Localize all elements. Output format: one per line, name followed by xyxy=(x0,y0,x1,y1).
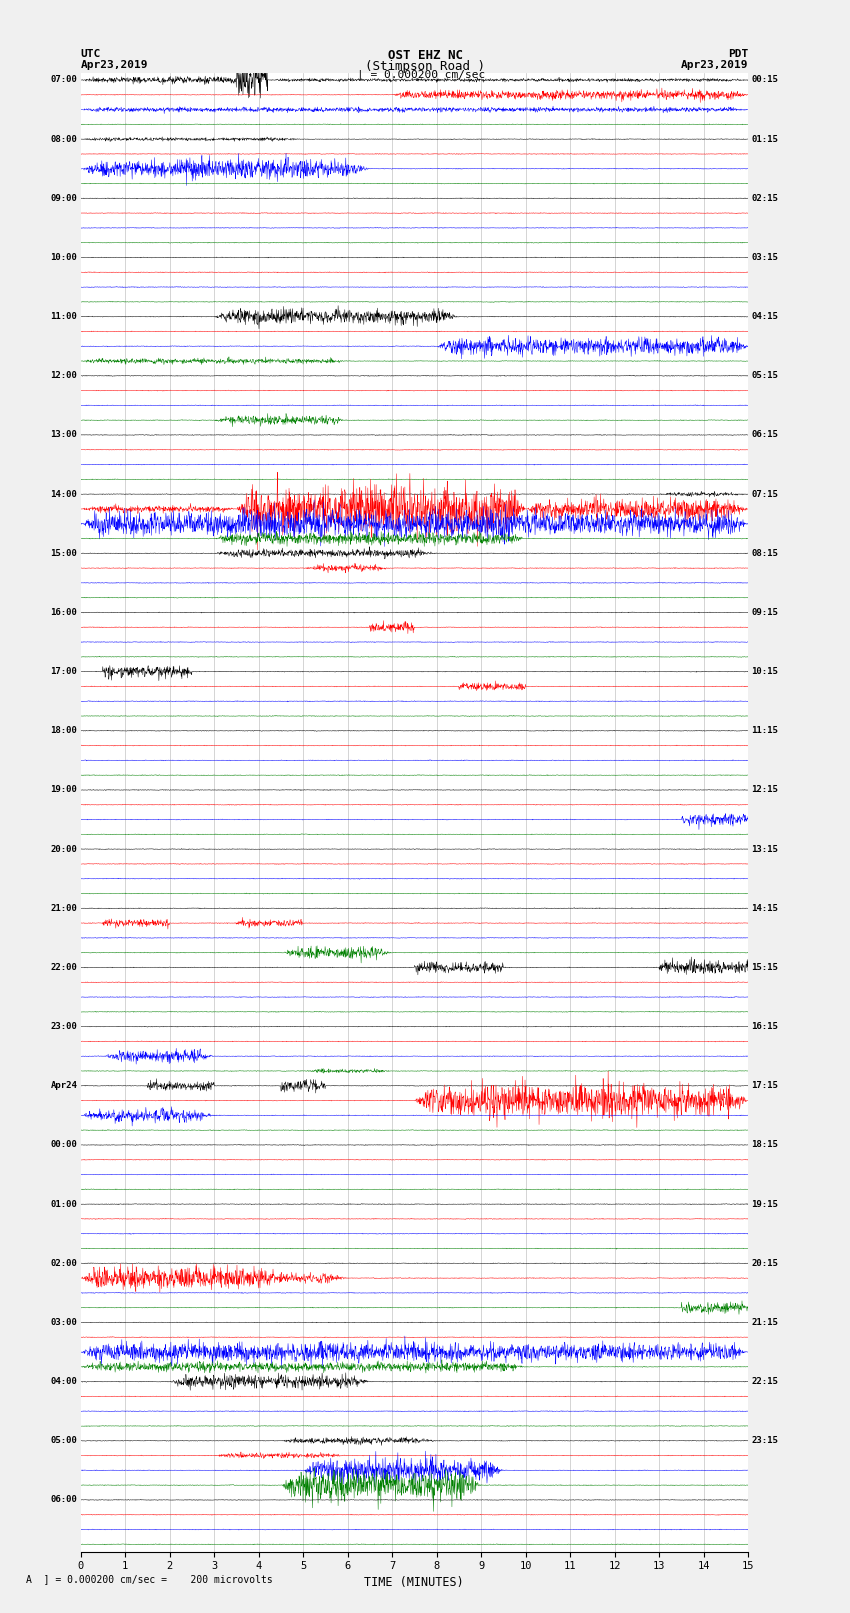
Text: Apr23,2019: Apr23,2019 xyxy=(681,60,748,69)
Text: 05:15: 05:15 xyxy=(751,371,779,381)
Text: 19:15: 19:15 xyxy=(751,1200,779,1208)
Text: 23:00: 23:00 xyxy=(50,1023,77,1031)
Text: 21:15: 21:15 xyxy=(751,1318,779,1327)
Text: 23:15: 23:15 xyxy=(751,1436,779,1445)
Text: Apr24: Apr24 xyxy=(50,1081,77,1090)
Text: 18:15: 18:15 xyxy=(751,1140,779,1150)
Text: PDT: PDT xyxy=(728,50,748,60)
Text: (Stimpson Road ): (Stimpson Road ) xyxy=(365,60,485,73)
Text: 20:15: 20:15 xyxy=(751,1258,779,1268)
Text: 01:15: 01:15 xyxy=(751,134,779,144)
Text: 00:15: 00:15 xyxy=(751,76,779,84)
Text: | = 0.000200 cm/sec: | = 0.000200 cm/sec xyxy=(357,69,484,81)
Text: 16:15: 16:15 xyxy=(751,1023,779,1031)
Text: 03:00: 03:00 xyxy=(50,1318,77,1327)
Text: 09:00: 09:00 xyxy=(50,194,77,203)
Text: 12:15: 12:15 xyxy=(751,786,779,795)
Text: 08:00: 08:00 xyxy=(50,134,77,144)
Text: 15:15: 15:15 xyxy=(751,963,779,973)
Text: 02:15: 02:15 xyxy=(751,194,779,203)
Text: 13:15: 13:15 xyxy=(751,845,779,853)
Text: 07:00: 07:00 xyxy=(50,76,77,84)
Text: 08:15: 08:15 xyxy=(751,548,779,558)
Text: Apr23,2019: Apr23,2019 xyxy=(81,60,148,69)
Text: 11:00: 11:00 xyxy=(50,313,77,321)
Text: 07:15: 07:15 xyxy=(751,490,779,498)
Text: 06:15: 06:15 xyxy=(751,431,779,439)
Text: 10:15: 10:15 xyxy=(751,668,779,676)
Text: 19:00: 19:00 xyxy=(50,786,77,795)
Text: OST EHZ NC: OST EHZ NC xyxy=(388,50,462,63)
Text: 04:00: 04:00 xyxy=(50,1378,77,1386)
Text: 14:00: 14:00 xyxy=(50,490,77,498)
Text: 17:00: 17:00 xyxy=(50,668,77,676)
Text: 16:00: 16:00 xyxy=(50,608,77,616)
Text: 02:00: 02:00 xyxy=(50,1258,77,1268)
Text: 09:15: 09:15 xyxy=(751,608,779,616)
Text: 13:00: 13:00 xyxy=(50,431,77,439)
Text: 15:00: 15:00 xyxy=(50,548,77,558)
Text: 04:15: 04:15 xyxy=(751,313,779,321)
Text: 11:15: 11:15 xyxy=(751,726,779,736)
Text: 01:00: 01:00 xyxy=(50,1200,77,1208)
Text: 22:15: 22:15 xyxy=(751,1378,779,1386)
Text: 03:15: 03:15 xyxy=(751,253,779,261)
X-axis label: TIME (MINUTES): TIME (MINUTES) xyxy=(365,1576,464,1589)
Text: 18:00: 18:00 xyxy=(50,726,77,736)
Text: 10:00: 10:00 xyxy=(50,253,77,261)
Text: 21:00: 21:00 xyxy=(50,903,77,913)
Text: 20:00: 20:00 xyxy=(50,845,77,853)
Text: 14:15: 14:15 xyxy=(751,903,779,913)
Text: 17:15: 17:15 xyxy=(751,1081,779,1090)
Text: UTC: UTC xyxy=(81,50,101,60)
Text: 22:00: 22:00 xyxy=(50,963,77,973)
Text: 05:00: 05:00 xyxy=(50,1436,77,1445)
Text: 06:00: 06:00 xyxy=(50,1495,77,1505)
Text: 12:00: 12:00 xyxy=(50,371,77,381)
Text: 00:00: 00:00 xyxy=(50,1140,77,1150)
Text: A  ] = 0.000200 cm/sec =    200 microvolts: A ] = 0.000200 cm/sec = 200 microvolts xyxy=(26,1574,272,1584)
